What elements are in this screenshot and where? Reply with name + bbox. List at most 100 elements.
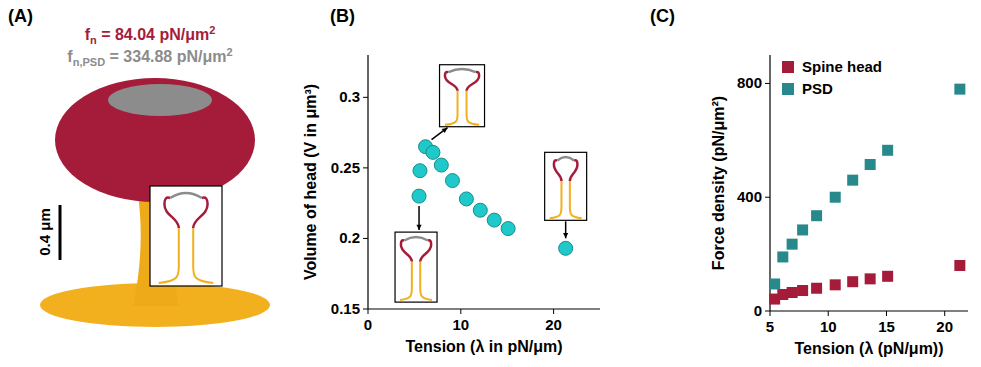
- inset-frame: [440, 65, 485, 127]
- x-tick-label: 20: [545, 316, 562, 333]
- inset-neck: [159, 228, 179, 283]
- inset-psd: [404, 237, 428, 241]
- value-text: = 84.04 pN/μm: [97, 26, 210, 43]
- spine-head: [55, 78, 255, 202]
- inset-neck: [467, 91, 480, 125]
- y-tick: [765, 197, 770, 198]
- data-point: [797, 285, 808, 296]
- x-tick-label: 10: [452, 316, 469, 333]
- y-tick: [363, 309, 368, 310]
- y-axis: [769, 55, 770, 311]
- x-axis: [368, 308, 600, 309]
- spine-psd: [108, 84, 212, 116]
- scale-bar-label: 0.4 μm: [36, 208, 53, 256]
- inset-head: [401, 240, 412, 261]
- data-point: [830, 192, 841, 203]
- data-point: [797, 224, 808, 235]
- y-tick-label: 0.25: [331, 159, 360, 176]
- data-point: [847, 175, 858, 186]
- data-point: [412, 189, 426, 203]
- y-tick-label: 800: [737, 74, 762, 91]
- data-point: [413, 164, 427, 178]
- x-axis: [770, 310, 968, 311]
- data-point: [882, 145, 893, 156]
- x-tick: [828, 311, 829, 316]
- inset-frame: [150, 186, 222, 286]
- y-axis: [367, 55, 368, 309]
- data-point: [865, 159, 876, 170]
- panel-letter: (C): [650, 6, 675, 26]
- data-point: [559, 241, 573, 255]
- data-point: [769, 278, 780, 289]
- panel-letter: (B): [330, 6, 355, 26]
- inset-head: [467, 72, 480, 91]
- data-point: [787, 239, 798, 250]
- data-point: [954, 84, 965, 95]
- insets: [395, 65, 587, 302]
- inset-neck: [550, 181, 562, 218]
- y-tick-label: 0.3: [339, 88, 360, 105]
- x-tick-label: 5: [766, 318, 774, 335]
- x-tick-label: 10: [820, 318, 837, 335]
- subscript: n,PSD: [73, 56, 105, 68]
- inset-neck: [420, 262, 432, 301]
- y-tick-label: 400: [737, 188, 762, 205]
- data-point: [459, 192, 473, 206]
- data-point: [865, 273, 876, 284]
- x-axis-title: Tension (λ in pN/μm): [405, 338, 562, 355]
- inset-psd: [449, 69, 476, 72]
- y-tick: [765, 83, 770, 84]
- panel-chart: (C) 5 10 15 20 0 400 800 Tension (λ (pN/μm)) Forc…: [650, 6, 968, 357]
- panel-chart: (B)010200.150.20.250.3Tension (λ in pN/μ…: [302, 6, 600, 355]
- arrow: [432, 128, 448, 140]
- data-point: [787, 287, 798, 298]
- y-axis-title: Force density (pN/μm²): [710, 96, 727, 270]
- data-point: [882, 271, 893, 282]
- inset-neck: [570, 181, 582, 218]
- inset-neck: [445, 91, 458, 125]
- x-tick: [368, 309, 369, 314]
- inset-head: [445, 72, 458, 91]
- inset-neck: [193, 228, 213, 283]
- y-tick: [765, 311, 770, 312]
- x-tick: [553, 309, 554, 314]
- x-tick: [460, 309, 461, 314]
- inset-frame: [545, 152, 587, 220]
- marks: [769, 84, 965, 305]
- superscript: 2: [227, 46, 233, 58]
- data-point: [473, 203, 487, 217]
- x-tick-label: 0: [364, 316, 372, 333]
- y-tick: [363, 167, 368, 168]
- panel-letter: (A): [8, 6, 33, 26]
- inset-head: [554, 160, 562, 181]
- data-point: [487, 213, 501, 227]
- data-point: [434, 158, 448, 172]
- legend-swatch: [782, 83, 794, 95]
- data-point: [847, 276, 858, 287]
- data-point: [445, 174, 459, 188]
- x-axis-title: Tension (λ (pN/μm)): [794, 340, 943, 357]
- y-tick: [363, 97, 368, 98]
- inset-psd: [557, 157, 574, 160]
- x-tick: [886, 311, 887, 316]
- data-point: [811, 210, 822, 221]
- inset-head: [570, 160, 578, 181]
- legend-swatch: [782, 61, 794, 73]
- y-axis-title: Volume of head (V in μm³): [302, 84, 319, 280]
- inset-psd: [170, 193, 202, 198]
- legend-label: PSD: [802, 80, 833, 97]
- x-tick-label: 15: [878, 318, 895, 335]
- y-tick-label: 0.2: [339, 229, 360, 246]
- inset-head: [193, 198, 207, 228]
- data-point: [501, 222, 515, 236]
- arrow-head: [416, 225, 421, 230]
- inset-head: [420, 240, 431, 261]
- force-label: fn,PSD = 334.88 pN/μm2: [67, 46, 232, 68]
- y-tick-label: 0: [754, 302, 762, 319]
- data-point: [954, 260, 965, 271]
- x-tick: [944, 311, 945, 316]
- x-tick-label: 20: [936, 318, 953, 335]
- panel-a: (A)fn = 84.04 pN/μm2fn,PSD = 334.88 pN/μ…: [8, 6, 270, 327]
- x-tick: [770, 311, 771, 316]
- inset-neck: [400, 262, 412, 301]
